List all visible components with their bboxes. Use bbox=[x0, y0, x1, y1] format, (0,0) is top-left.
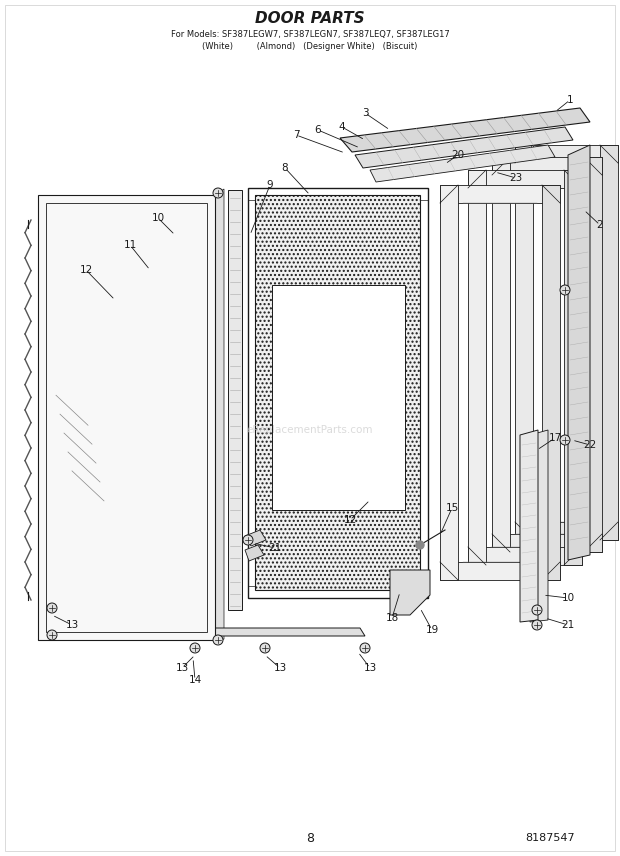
Circle shape bbox=[532, 605, 542, 615]
Polygon shape bbox=[515, 145, 618, 163]
Polygon shape bbox=[245, 545, 264, 561]
Text: eReplacementParts.com: eReplacementParts.com bbox=[247, 425, 373, 435]
Text: 8187547: 8187547 bbox=[525, 833, 575, 843]
Text: 14: 14 bbox=[188, 675, 202, 685]
Polygon shape bbox=[520, 430, 538, 622]
Circle shape bbox=[560, 285, 570, 295]
Polygon shape bbox=[515, 145, 533, 540]
Text: 13: 13 bbox=[363, 663, 376, 673]
Polygon shape bbox=[38, 195, 215, 640]
Text: 18: 18 bbox=[386, 613, 399, 623]
Text: 13: 13 bbox=[273, 663, 286, 673]
Text: 15: 15 bbox=[445, 503, 459, 513]
Polygon shape bbox=[584, 157, 602, 552]
Text: 10: 10 bbox=[151, 213, 164, 223]
Text: 20: 20 bbox=[451, 150, 464, 160]
Polygon shape bbox=[370, 145, 555, 182]
Text: 6: 6 bbox=[315, 125, 321, 135]
Polygon shape bbox=[600, 145, 618, 540]
Polygon shape bbox=[355, 127, 573, 168]
Polygon shape bbox=[340, 108, 590, 152]
Circle shape bbox=[213, 188, 223, 198]
Text: 13: 13 bbox=[65, 620, 79, 630]
Polygon shape bbox=[255, 195, 420, 590]
Polygon shape bbox=[46, 628, 365, 636]
Text: 1: 1 bbox=[567, 95, 574, 105]
Circle shape bbox=[260, 643, 270, 653]
Polygon shape bbox=[215, 189, 224, 640]
Text: 13: 13 bbox=[175, 663, 188, 673]
Polygon shape bbox=[440, 562, 560, 580]
Text: 11: 11 bbox=[123, 240, 136, 250]
Text: 3: 3 bbox=[361, 108, 368, 118]
Text: 17: 17 bbox=[548, 433, 562, 443]
Circle shape bbox=[416, 541, 424, 549]
Text: 19: 19 bbox=[425, 625, 438, 635]
Polygon shape bbox=[564, 170, 582, 565]
Polygon shape bbox=[568, 145, 590, 560]
Text: (White)         (Almond)   (Designer White)   (Biscuit): (White) (Almond) (Designer White) (Biscu… bbox=[202, 41, 418, 51]
Text: 12: 12 bbox=[79, 265, 92, 275]
Polygon shape bbox=[468, 170, 582, 188]
Polygon shape bbox=[440, 185, 560, 203]
Circle shape bbox=[360, 643, 370, 653]
Text: 8: 8 bbox=[281, 163, 288, 173]
Polygon shape bbox=[492, 157, 602, 175]
Circle shape bbox=[560, 435, 570, 445]
Polygon shape bbox=[38, 639, 224, 640]
Polygon shape bbox=[440, 185, 458, 580]
Circle shape bbox=[213, 635, 223, 645]
Text: For Models: SF387LEGW7, SF387LEGN7, SF387LEQ7, SF387LEG17: For Models: SF387LEGW7, SF387LEGN7, SF38… bbox=[170, 29, 450, 39]
Polygon shape bbox=[228, 190, 242, 610]
Polygon shape bbox=[542, 185, 560, 580]
Polygon shape bbox=[390, 570, 430, 615]
Text: 2: 2 bbox=[596, 220, 603, 230]
Text: DOOR PARTS: DOOR PARTS bbox=[255, 10, 365, 26]
Polygon shape bbox=[468, 547, 582, 565]
Text: 7: 7 bbox=[293, 130, 299, 140]
Circle shape bbox=[47, 630, 57, 640]
Text: 23: 23 bbox=[510, 173, 523, 183]
Text: 21: 21 bbox=[561, 620, 575, 630]
Text: 8: 8 bbox=[306, 831, 314, 845]
Circle shape bbox=[243, 535, 253, 545]
Text: 12: 12 bbox=[343, 515, 356, 525]
Polygon shape bbox=[272, 285, 405, 510]
Text: 4: 4 bbox=[339, 122, 345, 132]
Polygon shape bbox=[492, 157, 510, 552]
Circle shape bbox=[47, 603, 57, 613]
Polygon shape bbox=[530, 430, 548, 622]
Text: 10: 10 bbox=[562, 593, 575, 603]
Polygon shape bbox=[492, 534, 602, 552]
Polygon shape bbox=[245, 530, 266, 546]
Text: 21: 21 bbox=[268, 543, 281, 553]
Circle shape bbox=[190, 643, 200, 653]
Polygon shape bbox=[468, 170, 486, 565]
Text: 9: 9 bbox=[267, 180, 273, 190]
Polygon shape bbox=[515, 522, 618, 540]
Text: 22: 22 bbox=[583, 440, 596, 450]
Circle shape bbox=[532, 620, 542, 630]
